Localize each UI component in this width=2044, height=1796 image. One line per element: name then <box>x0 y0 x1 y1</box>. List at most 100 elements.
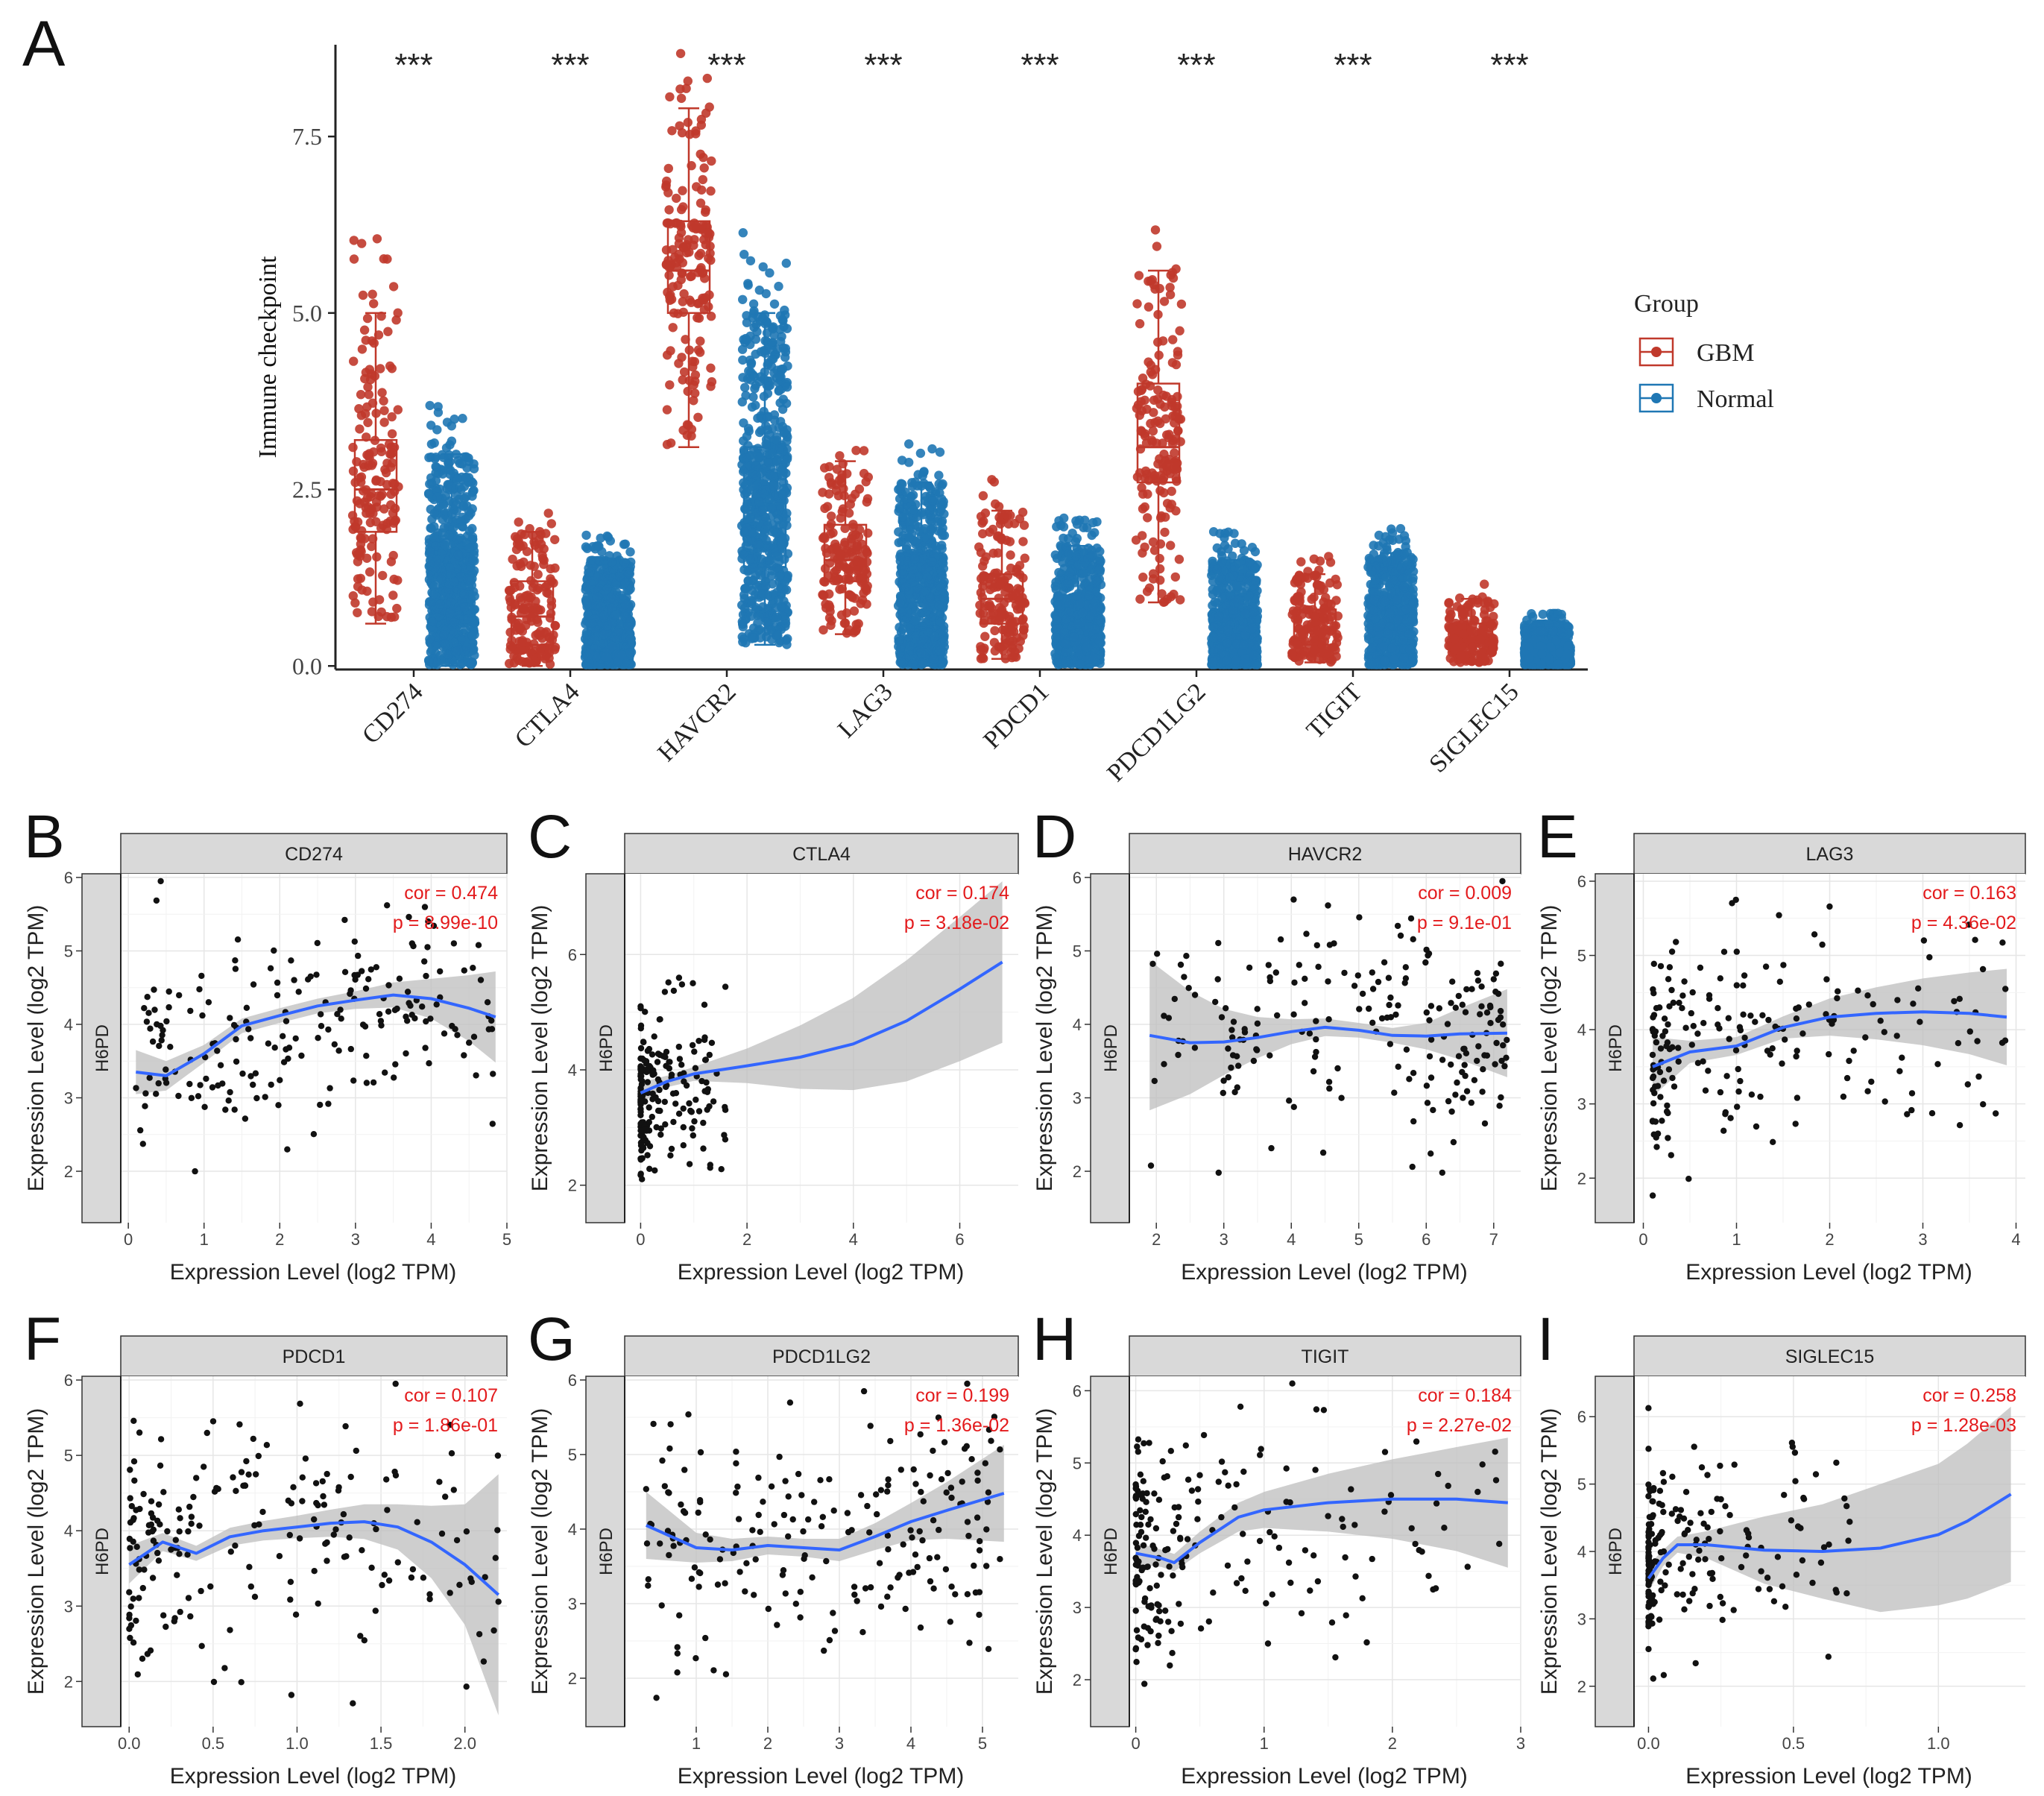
jitter-point <box>695 198 706 208</box>
jitter-point <box>1054 567 1064 578</box>
jitter-point <box>550 535 560 544</box>
jitter-point <box>698 174 707 185</box>
jitter-point <box>357 344 368 354</box>
jitter-point <box>1132 403 1142 413</box>
x-tick-label: CTLA4 <box>510 678 585 753</box>
jitter-point <box>1094 636 1105 646</box>
jitter-point <box>1053 658 1063 668</box>
jitter-point <box>353 608 362 617</box>
jitter-point <box>994 512 1004 523</box>
jitter-point <box>772 563 781 573</box>
jitter-point <box>459 482 470 491</box>
jitter-point <box>675 84 685 94</box>
jitter-point <box>706 186 716 196</box>
jitter-point <box>386 557 397 567</box>
jitter-point <box>739 593 749 604</box>
jitter-point <box>844 508 854 518</box>
y-tick-label: 2.5 <box>292 476 322 503</box>
jitter-point <box>623 622 633 631</box>
jitter-point <box>536 605 546 615</box>
jitter-point <box>743 441 753 450</box>
jitter-point <box>529 561 539 571</box>
jitter-point <box>681 335 690 344</box>
jitter-point <box>978 491 988 501</box>
jitter-point <box>902 542 912 552</box>
jitter-point <box>523 657 533 667</box>
jitter-point <box>358 290 368 300</box>
jitter-point <box>826 519 836 529</box>
jitter-point <box>774 385 784 395</box>
jitter-point <box>750 384 760 394</box>
jitter-point <box>743 279 753 289</box>
jitter-point <box>774 572 784 582</box>
jitter-point <box>756 570 766 580</box>
jitter-point <box>1155 513 1166 523</box>
jitter-point <box>837 584 848 593</box>
jitter-point <box>754 452 764 461</box>
jitter-point <box>1131 535 1141 545</box>
jitter-point <box>367 607 377 617</box>
jitter-point <box>780 353 790 362</box>
jitter-point <box>994 642 1003 652</box>
jitter-point <box>505 644 515 654</box>
jitter-point <box>362 494 372 503</box>
jitter-point <box>827 479 836 489</box>
jitter-point <box>895 502 904 512</box>
jitter-point <box>767 502 777 513</box>
jitter-point <box>1006 550 1015 560</box>
jitter-point <box>820 503 830 514</box>
jitter-point <box>1061 646 1070 657</box>
jitter-point <box>667 126 677 136</box>
jitter-point <box>1143 513 1152 523</box>
jitter-point <box>931 541 941 551</box>
jitter-point <box>1155 539 1166 549</box>
jitter-point <box>906 573 916 582</box>
jitter-point <box>782 382 792 392</box>
jitter-point <box>777 540 786 549</box>
jitter-point <box>749 371 760 382</box>
jitter-point <box>737 632 747 642</box>
jitter-point <box>748 528 757 538</box>
jitter-point <box>748 563 759 573</box>
jitter-point <box>684 345 694 355</box>
jitter-point <box>625 648 635 658</box>
jitter-point <box>619 611 629 621</box>
jitter-point <box>1167 486 1176 497</box>
jitter-point <box>526 612 536 623</box>
jitter-point <box>1158 336 1168 346</box>
jitter-point <box>1009 519 1020 529</box>
jitter-point <box>737 344 748 354</box>
jitter-point <box>1134 271 1144 280</box>
jitter-point <box>929 654 939 664</box>
significance-label: *** <box>551 47 589 84</box>
jitter-point <box>906 525 915 535</box>
jitter-point <box>863 472 874 482</box>
jitter-point <box>1173 426 1183 436</box>
jitter-point <box>1147 275 1158 285</box>
jitter-point <box>1053 600 1062 610</box>
jitter-point <box>1090 528 1100 538</box>
jitter-point <box>435 599 445 609</box>
jitter-point <box>669 308 679 318</box>
jitter-point <box>508 554 517 564</box>
jitter-point <box>1173 347 1183 356</box>
x-tick-label: LAG3 <box>833 678 898 743</box>
jitter-point <box>930 631 940 641</box>
jitter-point <box>546 574 555 584</box>
jitter-point <box>1004 583 1014 593</box>
jitter-point <box>429 582 439 591</box>
jitter-point <box>599 629 609 640</box>
jitter-point <box>1052 553 1062 564</box>
jitter-point <box>383 327 393 336</box>
jitter-point <box>392 603 402 614</box>
jitter-point <box>388 282 399 292</box>
jitter-point <box>707 376 717 387</box>
jitter-point <box>450 415 459 424</box>
jitter-point <box>516 644 526 654</box>
jitter-point <box>1135 594 1145 604</box>
jitter-point <box>389 574 399 585</box>
jitter-point <box>1170 412 1180 421</box>
jitter-point <box>821 548 832 558</box>
jitter-point <box>581 630 591 640</box>
jitter-point <box>745 256 756 265</box>
